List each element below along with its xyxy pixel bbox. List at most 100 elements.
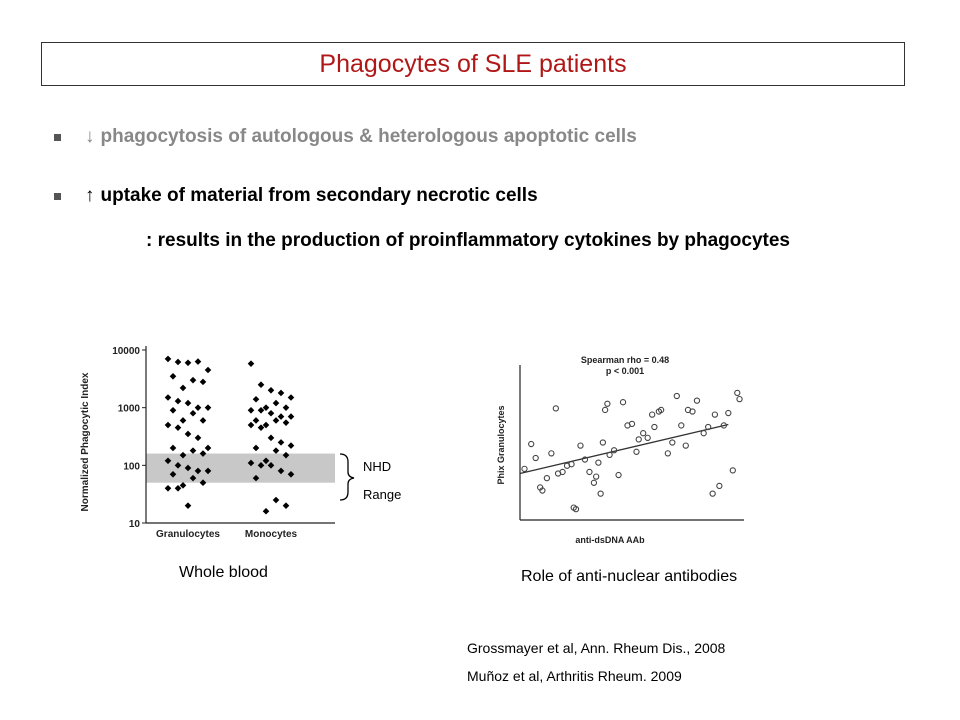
data-point xyxy=(678,422,685,429)
left-y-tick-label: 100 xyxy=(123,461,140,472)
data-point xyxy=(169,470,177,478)
data-point xyxy=(267,462,275,469)
data-point xyxy=(184,359,192,367)
up-arrow-icon: ↑ xyxy=(85,185,95,206)
nhd-bracket xyxy=(339,453,355,501)
data-point xyxy=(272,496,280,504)
data-point xyxy=(689,408,696,415)
data-point xyxy=(693,397,701,404)
caption-anti-nuclear: Role of anti-nuclear antibodies xyxy=(521,568,738,585)
data-point xyxy=(610,447,618,454)
data-point xyxy=(189,474,197,482)
bullet-marker-2 xyxy=(54,192,61,200)
data-point xyxy=(644,434,651,441)
data-point xyxy=(725,409,732,417)
sub-text: : results in the production of proinflam… xyxy=(146,230,790,251)
down-arrow-icon: ↓ xyxy=(85,126,95,147)
data-point xyxy=(635,436,642,443)
data-point xyxy=(252,444,260,452)
data-point xyxy=(720,422,727,429)
bullet-2: ↑ uptake of material from secondary necr… xyxy=(54,185,538,207)
data-point xyxy=(257,462,265,469)
data-point xyxy=(568,461,575,468)
data-point xyxy=(174,424,182,431)
data-point xyxy=(593,473,600,480)
data-point xyxy=(174,484,182,492)
range-label: Range xyxy=(363,487,401,502)
left-category-label: Granulocytes xyxy=(156,529,220,540)
bullet-1-text: phagocytosis of autologous & heterologou… xyxy=(100,126,637,147)
data-point xyxy=(262,507,270,515)
data-point xyxy=(539,487,546,494)
data-point xyxy=(586,468,593,476)
reference-1: Grossmayer et al, Ann. Rheum Dis., 2008 xyxy=(467,640,726,656)
nhd-label: NHD xyxy=(363,459,391,474)
data-point xyxy=(204,444,212,452)
data-point xyxy=(169,372,177,380)
data-point xyxy=(595,459,602,466)
data-point xyxy=(169,444,177,452)
data-point xyxy=(633,448,640,455)
data-point xyxy=(277,467,285,475)
data-point xyxy=(164,457,172,465)
data-point xyxy=(282,502,290,509)
data-point xyxy=(267,434,275,442)
data-point xyxy=(619,399,627,406)
data-point xyxy=(194,467,202,475)
data-point xyxy=(184,502,192,509)
data-point xyxy=(184,464,192,472)
data-point xyxy=(682,442,689,449)
data-point xyxy=(640,430,647,437)
data-point xyxy=(204,366,212,374)
data-point xyxy=(199,450,207,457)
data-point xyxy=(581,456,589,463)
caption-whole-blood: Whole blood xyxy=(179,564,268,581)
data-point xyxy=(174,397,182,405)
anti-dsdna-scatter-chart: Phix Granulocytes anti-dsDNA AAb Spearma… xyxy=(482,345,752,555)
data-point xyxy=(597,490,604,497)
data-point xyxy=(179,384,187,392)
data-point xyxy=(651,423,658,431)
left-y-tick-label: 10 xyxy=(129,519,141,530)
data-point xyxy=(164,394,172,401)
normal-range-band xyxy=(146,453,335,483)
data-point xyxy=(552,405,559,412)
bullet-2-text: uptake of material from secondary necrot… xyxy=(100,185,538,206)
data-point xyxy=(164,355,172,363)
data-point xyxy=(247,421,255,429)
data-point xyxy=(716,482,723,490)
data-point xyxy=(199,378,207,386)
data-point xyxy=(204,467,212,475)
data-point xyxy=(709,490,716,497)
data-point xyxy=(174,358,182,366)
data-point xyxy=(601,406,609,414)
data-point xyxy=(734,389,741,397)
reference-2: Muñoz et al, Arthritis Rheum. 2009 xyxy=(467,668,682,684)
data-point xyxy=(194,434,202,442)
data-point xyxy=(606,451,613,459)
left-y-tick-label: 1000 xyxy=(118,404,141,415)
data-point xyxy=(628,420,636,428)
phagocytic-index-chart: Normalized Phagocytic Index 10 100 1000 100… xyxy=(55,332,415,547)
data-point xyxy=(528,440,535,448)
data-point xyxy=(664,450,671,457)
data-point xyxy=(282,451,290,459)
left-y-tick-label: 10000 xyxy=(112,346,140,357)
data-point xyxy=(252,474,260,482)
data-point xyxy=(184,430,192,438)
data-point xyxy=(711,411,719,418)
spearman-annotation: Spearman rho = 0.48 xyxy=(581,355,669,365)
left-chart-y-label: Normalized Phagocytic Index xyxy=(80,372,91,511)
data-point xyxy=(590,479,598,486)
data-point xyxy=(189,376,197,384)
right-chart-y-label: Phix Granulocytes xyxy=(496,405,506,484)
data-point xyxy=(179,451,187,459)
p-value-annotation: p < 0.001 xyxy=(606,366,644,376)
data-point xyxy=(649,411,656,418)
data-point xyxy=(521,465,528,472)
slide-title: Phagocytes of SLE patients xyxy=(319,49,627,78)
data-point xyxy=(657,406,665,414)
data-point xyxy=(548,450,555,457)
data-point xyxy=(199,479,207,486)
data-point xyxy=(577,442,584,449)
